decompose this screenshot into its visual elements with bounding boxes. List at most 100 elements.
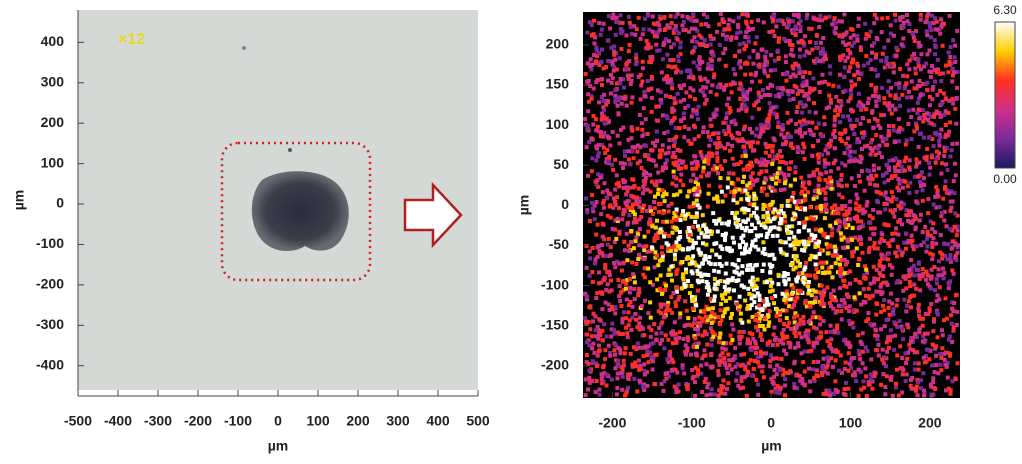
heatmap-pixel (678, 149, 682, 153)
heatmap-pixel (858, 204, 862, 208)
heatmap-pixel (675, 371, 679, 375)
heatmap-pixel (736, 131, 740, 135)
heatmap-pixel (632, 377, 636, 381)
heatmap-pixel (905, 74, 909, 78)
heatmap-pixel (793, 84, 797, 88)
heatmap-pixel (757, 304, 761, 308)
heatmap-pixel (683, 217, 687, 221)
heatmap-pixel (855, 140, 859, 144)
heatmap-pixel (777, 391, 781, 395)
heatmap-pixel (950, 79, 954, 83)
heatmap-pixel (706, 205, 710, 209)
heatmap-pixel (735, 225, 739, 229)
heatmap-pixel (828, 244, 832, 248)
heatmap-pixel (695, 177, 699, 181)
heatmap-pixel (613, 88, 617, 92)
heatmap-pixel (894, 227, 898, 231)
heatmap-pixel (748, 55, 752, 59)
heatmap-pixel (597, 249, 601, 253)
heatmap-pixel (608, 27, 612, 31)
heatmap-pixel (838, 286, 842, 290)
heatmap-pixel (807, 51, 811, 55)
heatmap-pixel (815, 206, 819, 210)
heatmap-pixel (646, 230, 650, 234)
heatmap-pixel (691, 297, 695, 301)
heatmap-pixel (619, 161, 623, 165)
heatmap-pixel (618, 141, 622, 145)
heatmap-pixel (666, 304, 670, 308)
heatmap-pixel (631, 305, 635, 309)
heatmap-pixel (750, 116, 754, 120)
heatmap-pixel (611, 76, 615, 80)
heatmap-pixel (716, 171, 720, 175)
heatmap-pixel (789, 119, 793, 123)
heatmap-pixel (916, 111, 920, 115)
heatmap-pixel (751, 183, 755, 187)
heatmap-pixel (726, 371, 730, 375)
heatmap-pixel (659, 302, 663, 306)
heatmap-pixel (788, 39, 792, 43)
heatmap-pixel (812, 170, 816, 174)
heatmap-pixel (795, 296, 799, 300)
heatmap-pixel (693, 220, 697, 224)
heatmap-pixel (600, 48, 604, 52)
heatmap-pixel (605, 270, 609, 274)
heatmap-pixel (624, 391, 628, 395)
heatmap-pixel (591, 246, 595, 250)
heatmap-pixel (730, 367, 734, 371)
heatmap-pixel (803, 370, 807, 374)
heatmap-pixel (695, 64, 699, 68)
heatmap-pixel (709, 90, 713, 94)
heatmap-pixel (602, 206, 606, 210)
heatmap-pixel (824, 191, 828, 195)
heatmap-pixel (930, 257, 934, 261)
heatmap-pixel (620, 371, 624, 375)
heatmap-pixel (719, 176, 723, 180)
heatmap-pixel (745, 197, 749, 201)
heatmap-pixel (948, 55, 952, 59)
heatmap-pixel (655, 130, 659, 134)
heatmap-pixel (702, 354, 706, 358)
heatmap-pixel (955, 233, 959, 237)
heatmap-pixel (630, 79, 634, 83)
heatmap-pixel (701, 130, 705, 134)
heatmap-pixel (838, 220, 842, 224)
heatmap-pixel (688, 233, 692, 237)
heatmap-pixel (674, 387, 678, 391)
heatmap-pixel (617, 181, 621, 185)
heatmap-pixel (934, 157, 938, 161)
heatmap-pixel (694, 366, 698, 370)
heatmap-pixel (940, 102, 944, 106)
heatmap-pixel (602, 93, 606, 97)
heatmap-pixel (777, 40, 781, 44)
heatmap-pixel (877, 95, 881, 99)
heatmap-pixel (679, 173, 683, 177)
heatmap-pixel (677, 167, 681, 171)
heatmap-pixel (659, 274, 663, 278)
heatmap-pixel (808, 128, 812, 132)
heatmap-pixel (898, 344, 902, 348)
heatmap-pixel (706, 130, 710, 134)
heatmap-pixel (953, 55, 957, 59)
heatmap-pixel (937, 267, 941, 271)
heatmap-pixel (670, 86, 674, 90)
heatmap-pixel (754, 378, 758, 382)
heatmap-pixel (676, 92, 680, 96)
heatmap-pixel (792, 382, 796, 386)
heatmap-pixel (686, 279, 690, 283)
heatmap-pixel (782, 252, 786, 256)
heatmap-pixel (788, 167, 792, 171)
heatmap-pixel (661, 211, 665, 215)
heatmap-pixel (630, 73, 634, 77)
heatmap-pixel (728, 149, 732, 153)
heatmap-pixel (695, 190, 699, 194)
heatmap-pixel (880, 86, 884, 90)
heatmap-pixel (611, 130, 615, 134)
heatmap-pixel (733, 190, 737, 194)
heatmap-pixel (882, 308, 886, 312)
heatmap-pixel (670, 220, 674, 224)
heatmap-pixel (707, 171, 711, 175)
heatmap-pixel (735, 31, 739, 35)
heatmap-pixel (593, 217, 597, 221)
heatmap-pixel (648, 217, 652, 221)
